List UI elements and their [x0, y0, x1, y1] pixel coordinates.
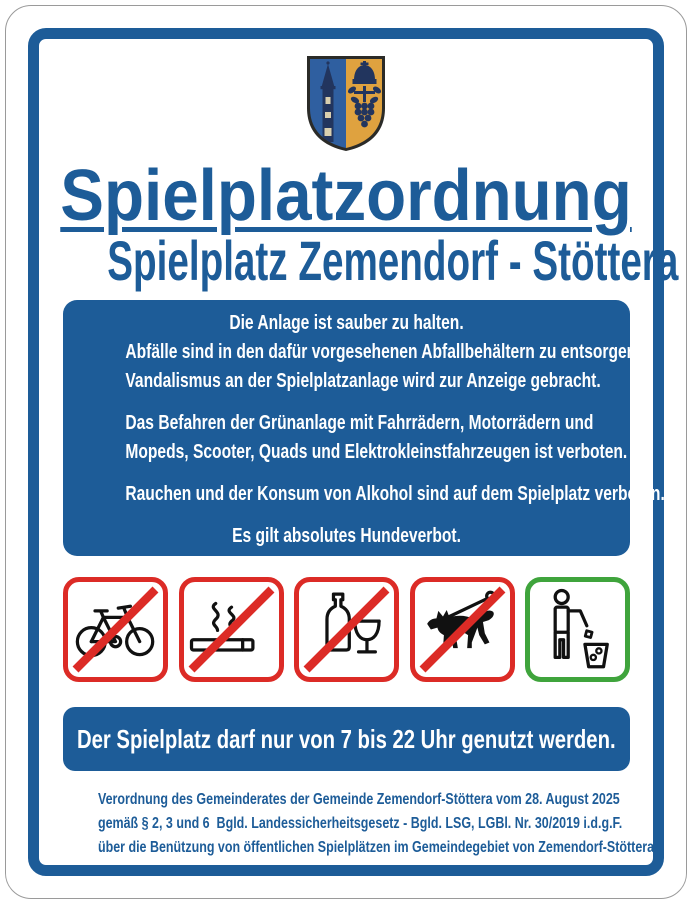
hours-notice-text: Der Spielplatz darf nur von 7 bis 22 Uhr…: [77, 723, 616, 754]
rule-line: Mopeds, Scooter, Quads und Elektrokleins…: [125, 441, 628, 463]
footer-line: Verordnung des Gemeinderates der Gemeind…: [97, 791, 620, 808]
footer-line: über die Benützung von öffentlichen Spie…: [97, 839, 655, 856]
rule-line: Vandalismus an der Spielplatzanlage wird…: [125, 370, 601, 392]
no-dogs-icon: [419, 586, 505, 673]
hours-notice-bar: Der Spielplatz darf nur von 7 bis 22 Uhr…: [63, 707, 630, 771]
coat-of-arms-icon: [307, 56, 385, 151]
no-bicycles-icon: [72, 586, 159, 673]
litter-disposal-tile: [525, 577, 630, 682]
rules-box: Die Anlage ist sauber zu halten. Abfälle…: [63, 300, 665, 556]
blue-border-frame: [28, 28, 664, 876]
pictogram-row: [63, 577, 630, 682]
no-alcohol-icon: [303, 586, 390, 673]
no-smoking-tile: [178, 577, 284, 682]
no-dogs-tile: [409, 577, 515, 682]
footer-line: gemäß § 2, 3 und 6 Bgld. Landessicherhei…: [97, 815, 623, 832]
rule-line: Es gilt absolutes Hundeverbot.: [232, 525, 461, 547]
rule-line: Rauchen und der Konsum von Alkohol sind …: [125, 483, 665, 505]
ordinance-footer: Verordnung des Gemeinderates der Gemeind…: [28, 788, 664, 860]
litter-disposal-icon: [553, 588, 609, 669]
no-bicycles-tile: [63, 577, 168, 682]
rule-line: Die Anlage ist sauber zu halten.: [229, 312, 464, 334]
sign-plate-outline: [5, 5, 687, 899]
subtitle-wrap: Spielplatz Zemendorf - Stöttera: [0, 233, 692, 289]
rule-line: Abfälle sind in den dafür vorgesehenen A…: [125, 341, 641, 363]
title-wrap: Spielplatzordnung: [0, 160, 692, 232]
no-smoking-icon: [188, 586, 274, 673]
sign-title: Spielplatzordnung: [60, 156, 632, 236]
rule-line: Das Befahren der Grünanlage mit Fahrräde…: [125, 412, 594, 434]
no-alcohol-tile: [294, 577, 399, 682]
sign-subtitle: Spielplatz Zemendorf - Stöttera: [107, 229, 679, 292]
